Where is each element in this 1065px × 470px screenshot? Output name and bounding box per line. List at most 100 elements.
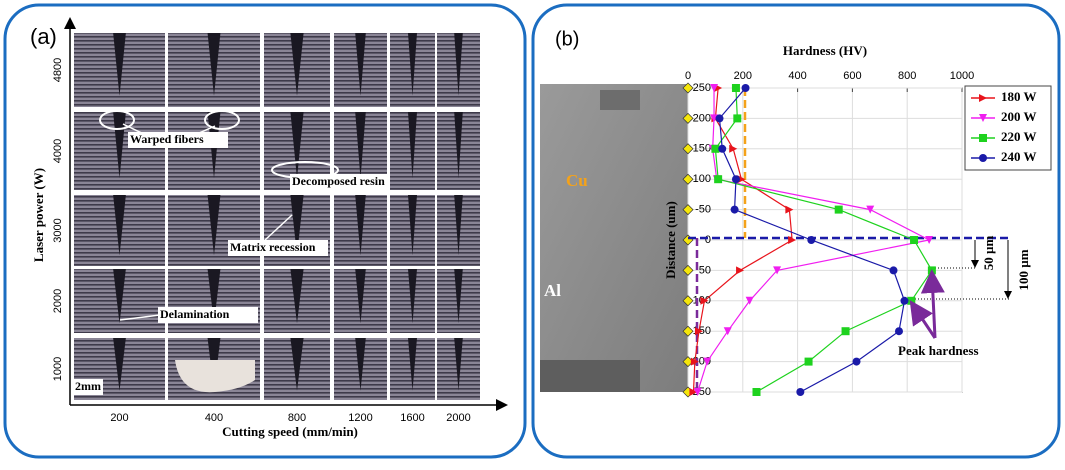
micrograph-patch [600, 90, 640, 110]
kerf [207, 195, 221, 256]
kerf [113, 195, 126, 256]
annotation: 50 µm [981, 236, 996, 271]
data-point [731, 175, 740, 184]
x-tick-label: 1200 [348, 412, 372, 424]
data-point [927, 266, 936, 275]
pointer [920, 269, 945, 339]
marker-diamond [682, 204, 694, 216]
data-point [741, 84, 750, 92]
y-tick-label: -200 [689, 112, 711, 124]
kerf [454, 33, 463, 96]
annotation-box [290, 174, 390, 190]
annotation: Matrix recession [230, 240, 316, 254]
legend-label: 240 W [1001, 149, 1037, 164]
panel-label: (b) [555, 28, 579, 50]
data-point [693, 388, 702, 396]
x-tick-label: 200 [110, 412, 128, 424]
y-tick-label: -100 [689, 173, 711, 185]
annotation: Al [544, 281, 561, 300]
micrograph-patch [540, 360, 640, 392]
data-point [710, 84, 719, 92]
data-point [807, 236, 816, 244]
y-tick-label: 4800 [52, 58, 64, 82]
annotation: Cu [566, 171, 588, 190]
data-point [889, 266, 898, 275]
data-point [788, 236, 797, 244]
annotation-box [158, 307, 258, 323]
kerf [408, 195, 417, 256]
pointer [264, 214, 293, 241]
marker-diamond [682, 264, 694, 276]
panel-a-frame [3, 3, 527, 459]
kerf [207, 269, 221, 324]
data-point [715, 114, 724, 123]
y-tick-label: -50 [695, 204, 711, 216]
annotation: Delamination [160, 307, 230, 321]
annotation: 100 µm [1016, 249, 1031, 290]
kerf [355, 195, 366, 256]
y-tick-label: 0 [705, 234, 711, 246]
data-point [703, 357, 712, 366]
kerf [207, 33, 221, 96]
legend-label: 200 W [1001, 109, 1037, 124]
kerf [290, 338, 304, 391]
x-tick-label: 2000 [446, 412, 470, 424]
kerf [290, 269, 304, 324]
data-point [710, 114, 719, 123]
x-axis-label: Cutting speed (mm/min) [222, 424, 358, 439]
marker-diamond [682, 82, 694, 94]
x-axis-label: Hardness (HV) [783, 43, 867, 58]
annotation: Warped fibers [130, 132, 204, 146]
kerf [290, 195, 304, 256]
panel-b: (b) [540, 28, 688, 392]
annotation-box [128, 132, 228, 148]
y-tick-label: -150 [689, 143, 711, 155]
pointer [909, 300, 937, 339]
y-axis-label: Distance (um) [663, 201, 678, 279]
x-tick-label: 1600 [400, 412, 424, 424]
annotation: Decomposed resin [292, 174, 385, 188]
kerf [454, 195, 463, 256]
data-point [796, 388, 805, 396]
x-tick-label: 400 [788, 70, 806, 82]
kerf [113, 33, 126, 96]
data-point [723, 327, 732, 336]
data-point [729, 144, 738, 153]
micrograph [540, 84, 688, 392]
kerf [113, 269, 126, 324]
panel-b-frame [531, 3, 1061, 459]
y-tick-label: 4000 [52, 139, 64, 163]
data-point [733, 114, 742, 123]
marker-diamond [682, 173, 694, 185]
data-point [752, 388, 761, 396]
pointer [119, 314, 161, 321]
marker-diamond [682, 112, 694, 124]
data-point [773, 266, 782, 275]
highlight [99, 110, 135, 130]
data-point [925, 236, 934, 244]
data-point [689, 388, 698, 396]
kerf [408, 112, 417, 179]
data-point [866, 205, 875, 214]
data-point [730, 205, 739, 214]
data-point [731, 84, 740, 92]
y-tick-label: 3000 [52, 218, 64, 242]
kerf [290, 33, 304, 96]
annotation: Peak hardness [898, 343, 979, 358]
marker-diamond [682, 143, 694, 155]
pointer [189, 125, 216, 138]
y-tick-label: -250 [689, 82, 711, 94]
x-tick-label: 600 [843, 70, 861, 82]
y-axis-label: Laser power (W) [31, 168, 46, 262]
legend-marker [979, 154, 987, 162]
data-point [714, 175, 723, 184]
data-point [804, 357, 813, 366]
kerf [454, 269, 463, 324]
legend-marker [979, 134, 987, 142]
data-point [694, 327, 703, 336]
data-point [900, 296, 909, 305]
kerf [355, 338, 366, 391]
data-point [910, 236, 919, 244]
marker-diamond [682, 325, 694, 337]
kerf [454, 338, 463, 391]
